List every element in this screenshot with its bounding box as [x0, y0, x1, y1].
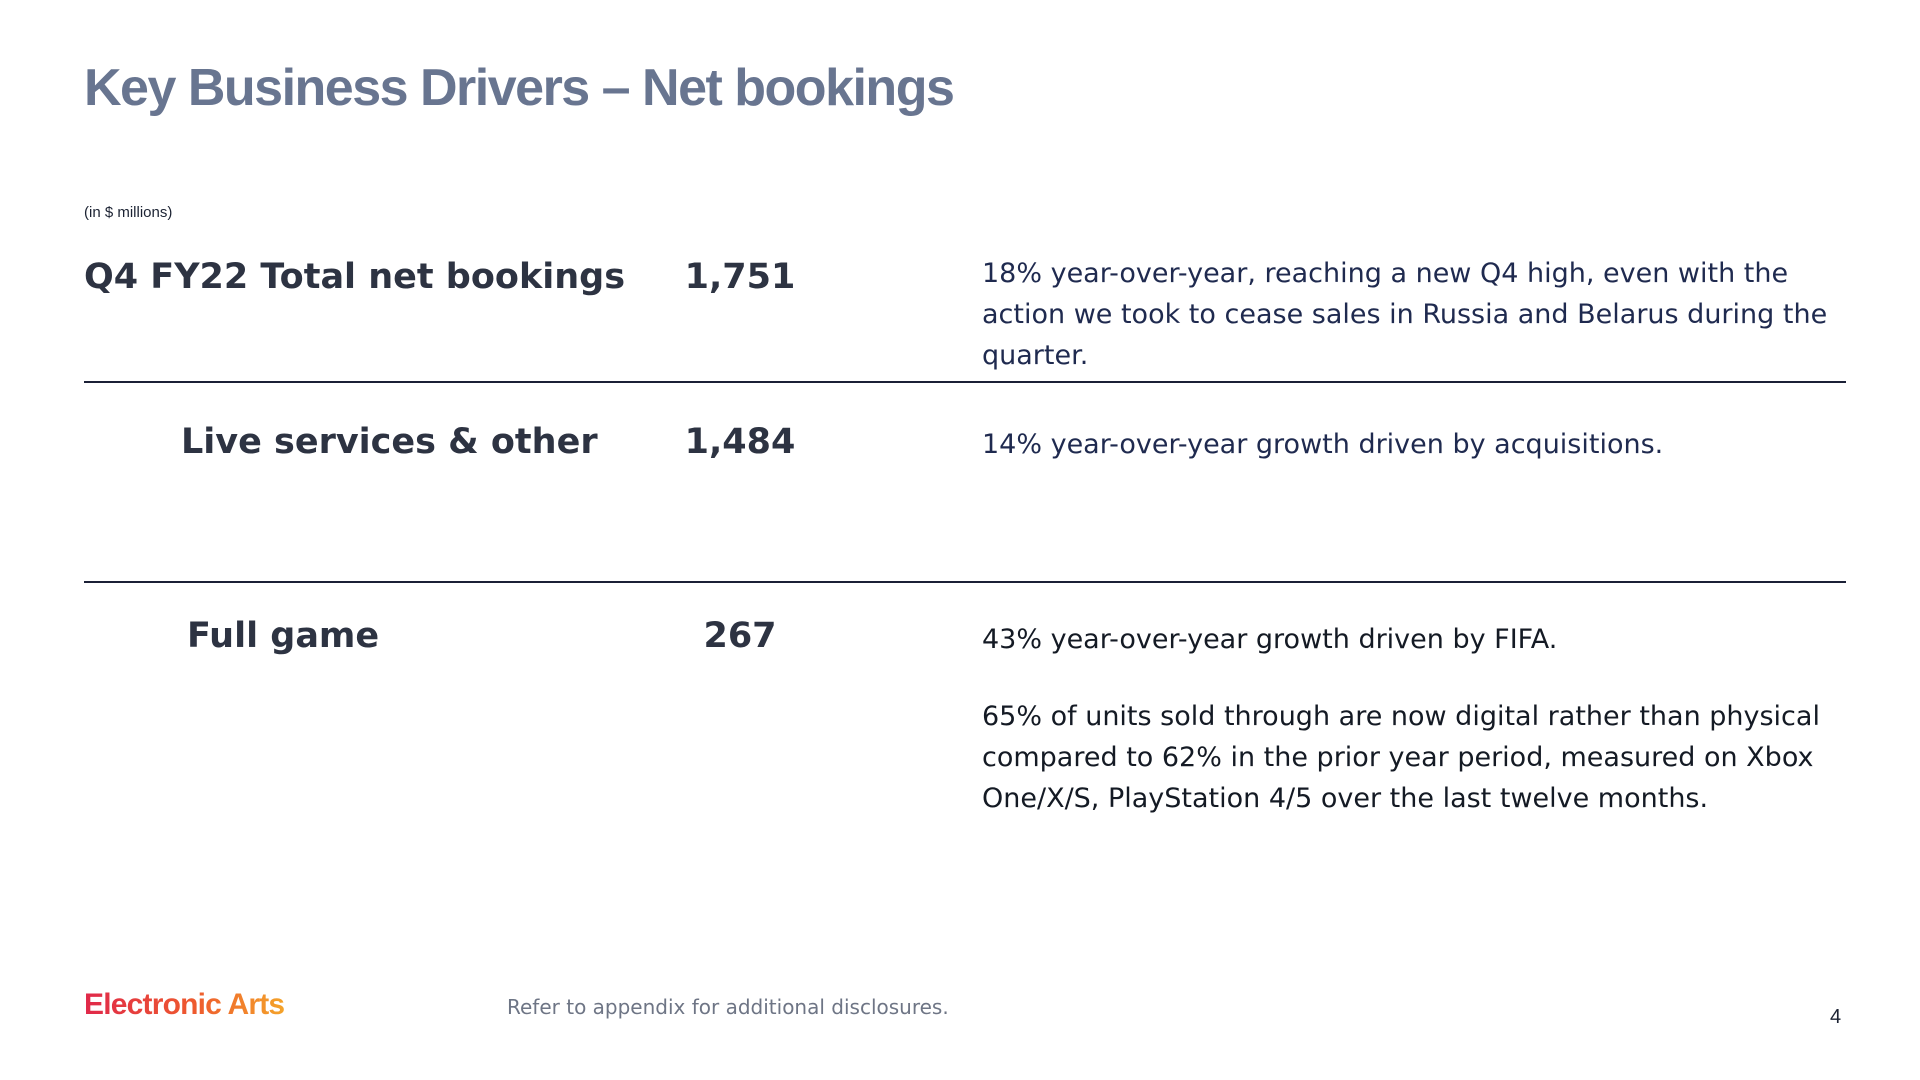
row-desc-total: 18% year-over-year, reaching a new Q4 hi…	[982, 253, 1862, 376]
row-value-total: 1,751	[684, 257, 796, 297]
row-value-full-game: 267	[703, 616, 777, 656]
row-label-full-game: Full game	[187, 616, 380, 656]
divider-1	[84, 381, 1846, 383]
units-note: (in $ millions)	[84, 204, 173, 221]
disclosure-note: Refer to appendix for additional disclos…	[507, 995, 949, 1019]
row-desc-live-services-text: 14% year-over-year growth driven by acqu…	[982, 429, 1664, 460]
page-number: 4	[1830, 1006, 1842, 1028]
row-desc-live-services: 14% year-over-year growth driven by acqu…	[982, 424, 1862, 465]
row-desc-full-game-text-1: 43% year-over-year growth driven by FIFA…	[982, 624, 1558, 655]
row-desc-total-text: 18% year-over-year, reaching a new Q4 hi…	[982, 258, 1828, 371]
row-desc-full-game: 43% year-over-year growth driven by FIFA…	[982, 619, 1862, 819]
row-value-live-services: 1,484	[684, 422, 796, 462]
row-desc-full-game-text-2: 65% of units sold through are now digita…	[982, 701, 1820, 814]
divider-2	[84, 581, 1846, 583]
electronic-arts-logo: Electronic Arts	[84, 988, 285, 1021]
row-label-total: Q4 FY22 Total net bookings	[84, 257, 626, 297]
slide-title: Key Business Drivers – Net bookings	[84, 59, 955, 117]
row-label-live-services: Live services & other	[181, 422, 598, 462]
